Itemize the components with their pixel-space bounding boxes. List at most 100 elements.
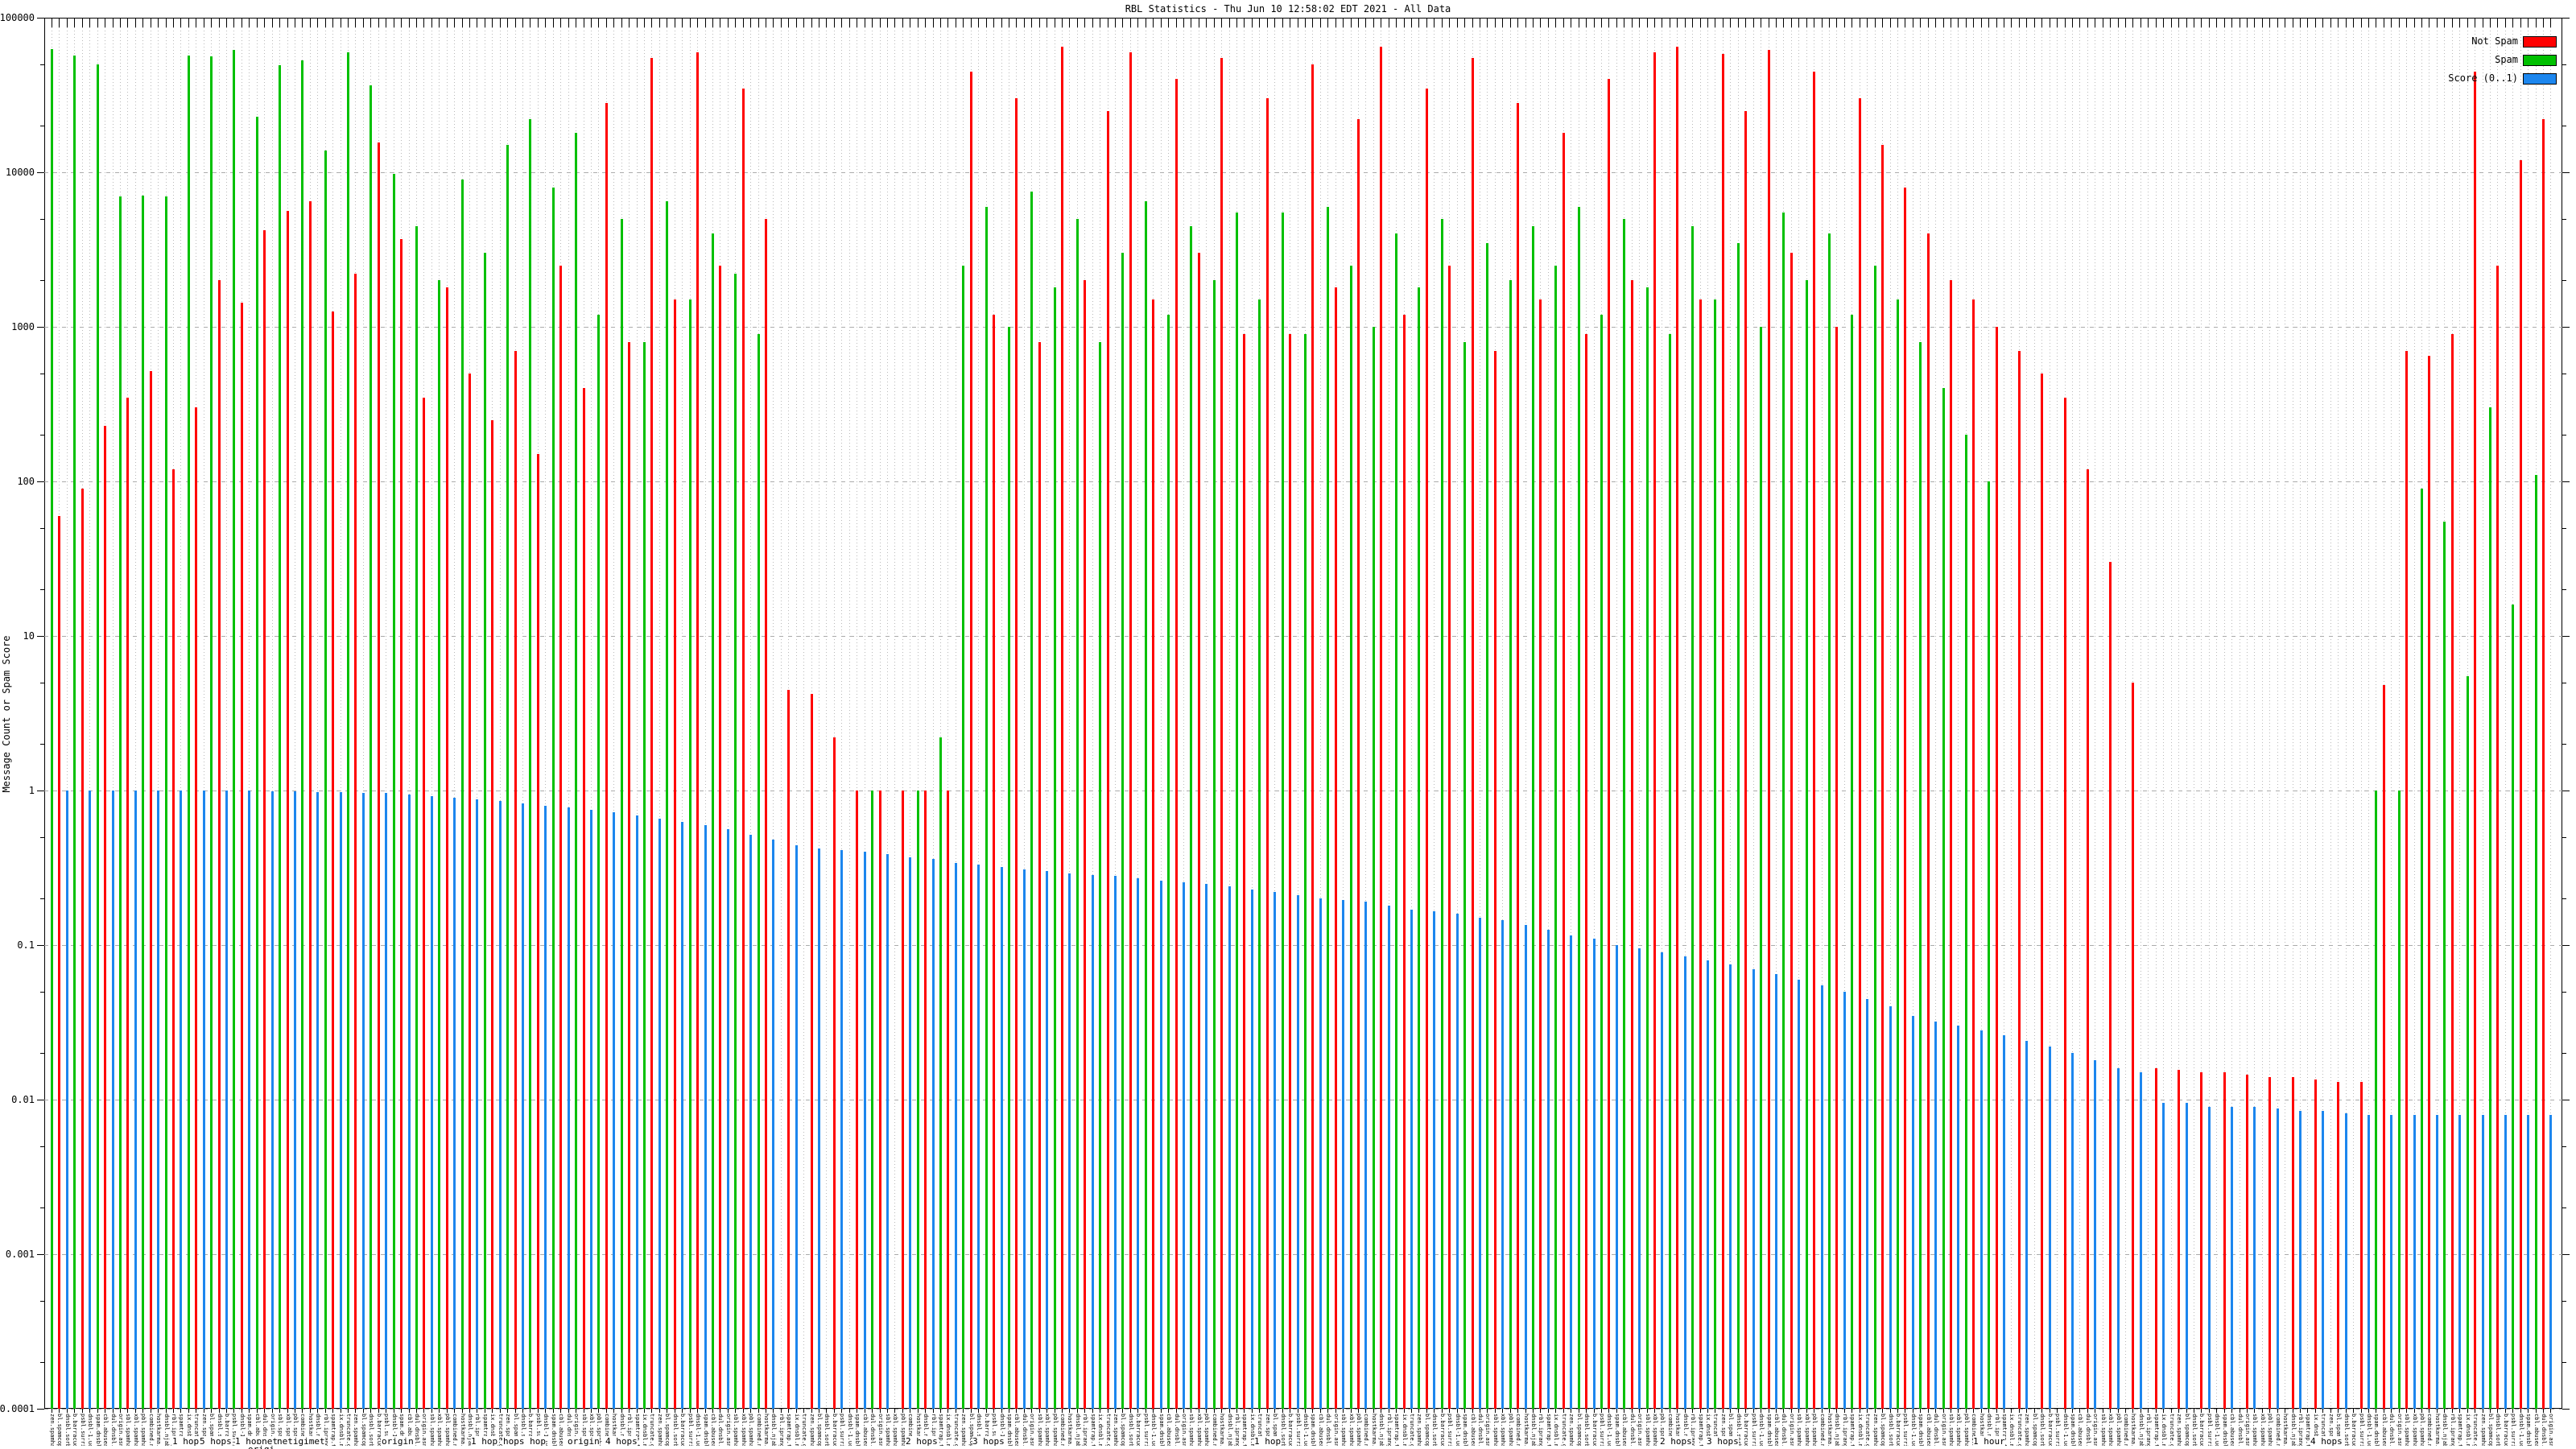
axis-tick	[1062, 18, 1063, 27]
gridline-vertical	[1252, 18, 1253, 1409]
axis-tick	[1738, 1409, 1739, 1413]
x-tick-label: pbl.spamhaus.org 1 hopnet	[1356, 1414, 1362, 1446]
score-bar	[1479, 918, 1481, 1409]
axis-tick	[1836, 18, 1837, 27]
axis-tick	[2338, 1409, 2339, 1413]
axis-tick	[2209, 1409, 2210, 1413]
not-spam-bar	[2451, 334, 2454, 1409]
axis-tick	[1016, 18, 1017, 27]
axis-tick	[2307, 1409, 2308, 1413]
spam-bar	[1600, 315, 1603, 1409]
axis-tick	[1996, 18, 1997, 27]
axis-tick	[2118, 1409, 2119, 1413]
axis-tick	[1426, 1409, 1427, 1413]
axis-tick	[1875, 1409, 1876, 1413]
x-tick-label: spamtrap.trblspam.com	[2457, 1414, 2463, 1446]
axis-tick	[2132, 1409, 2133, 1413]
axis-tick	[1730, 1409, 1731, 1413]
gridline-vertical	[1434, 18, 1435, 1409]
spam-bar	[1258, 299, 1261, 1409]
score-bar	[864, 852, 866, 1409]
axis-tick	[1404, 1409, 1405, 1413]
score-bar	[2299, 1111, 2301, 1409]
gridline-vertical	[872, 18, 873, 1409]
axis-tick	[2421, 18, 2422, 27]
gridline-vertical	[1320, 18, 1321, 1409]
axis-tick	[697, 1409, 698, 1413]
axis-tick	[2026, 18, 2027, 27]
axis-tick	[2041, 18, 2042, 27]
spam-bar	[1486, 243, 1488, 1409]
axis-tick	[1137, 18, 1138, 27]
x-tick-label: cbl.abuseat.org 1 hop	[1926, 1414, 1932, 1446]
gridline-vertical	[880, 18, 881, 1409]
axis-tick	[2346, 1409, 2347, 1413]
x-tick-label: xbl.spamhaus.org origin	[2107, 1414, 2114, 1446]
axis-tick	[2011, 1409, 2012, 1413]
axis-tick	[74, 1409, 75, 1413]
axis-tick	[1244, 18, 1245, 27]
gridline-vertical	[2201, 18, 2202, 1409]
axis-tick	[2512, 18, 2513, 27]
score-bar	[1889, 1006, 1892, 1409]
spam-bar	[165, 196, 167, 1409]
axis-tick	[439, 1409, 440, 1413]
axis-tick	[416, 1409, 417, 1413]
gridline-vertical	[1798, 18, 1799, 1409]
axis-tick	[1335, 1409, 1336, 1413]
gridline-vertical	[918, 18, 919, 1409]
spam-bar	[301, 60, 303, 1409]
spam-bar	[142, 196, 144, 1409]
score-bar	[1547, 930, 1550, 1409]
axis-tick	[1343, 18, 1344, 27]
gridline-vertical	[180, 18, 181, 1409]
axis-tick	[993, 18, 994, 27]
score-bar	[2140, 1072, 2142, 1409]
score-bar	[1251, 890, 1253, 1409]
axis-tick	[1046, 1409, 1047, 1413]
axis-tick	[2368, 1409, 2369, 1413]
gridline-vertical	[2437, 18, 2438, 1409]
x-tick-label: hostkarma.junkemail 4 hops	[1523, 1414, 1530, 1446]
x-tick-label: truncate.gbudb.net origin	[345, 1414, 352, 1446]
x-tick-label: combined.njabl.org	[2275, 1414, 2281, 1446]
y-tick-label: 0.001	[5, 1249, 35, 1260]
axis-tick	[264, 1409, 265, 1413]
axis-tick	[401, 1409, 402, 1413]
x-tick-label: xbl.spamhaus.org origin	[892, 1414, 898, 1446]
spam-bar	[1076, 219, 1079, 1409]
axis-tick	[918, 18, 919, 27]
axis-tick	[2224, 1409, 2225, 1413]
score-bar	[2322, 1111, 2324, 1409]
axis-tick	[67, 18, 68, 27]
x-tick-label: dul.dnsbl.sorbs.net	[2541, 1414, 2547, 1446]
not-spam-bar	[1357, 119, 1360, 1409]
not-spam-bar	[1448, 266, 1451, 1409]
x-tick-label: sbl.spamhaus.org 5 hops	[1948, 1414, 1955, 1446]
x-tick-label: sbl.spamhaus.org 5 hops	[2100, 1414, 2107, 1446]
spam-bar	[712, 233, 714, 1409]
axis-tick	[1267, 18, 1268, 27]
axis-tick	[1654, 1409, 1655, 1413]
x-tick-label: truncate.gbudb.net origin	[2472, 1414, 2479, 1446]
axis-tick	[2011, 18, 2012, 27]
x-tick-label: spamtrap.trblspam.com	[1393, 1414, 1400, 1446]
axis-tick	[545, 18, 546, 27]
not-spam-bar	[2337, 1082, 2339, 1409]
gridline-vertical	[158, 18, 159, 1409]
score-bar	[590, 810, 592, 1409]
score-bar	[2186, 1103, 2188, 1409]
axis-tick	[1935, 1409, 1936, 1413]
axis-tick	[1457, 1409, 1458, 1413]
axis-tick	[1396, 18, 1397, 27]
axis-tick	[606, 1409, 607, 1413]
score-bar	[772, 840, 774, 1409]
not-spam-bar	[1311, 64, 1314, 1409]
axis-tick	[1236, 1409, 1237, 1413]
axis-tick	[880, 1409, 881, 1413]
axis-tick	[1753, 1409, 1754, 1413]
axis-tick	[2186, 18, 2187, 27]
x-tick-label: psbl.surriel.com 2 hops	[2054, 1414, 2061, 1446]
gridline-vertical	[500, 18, 501, 1409]
axis-tick	[1867, 1409, 1868, 1413]
